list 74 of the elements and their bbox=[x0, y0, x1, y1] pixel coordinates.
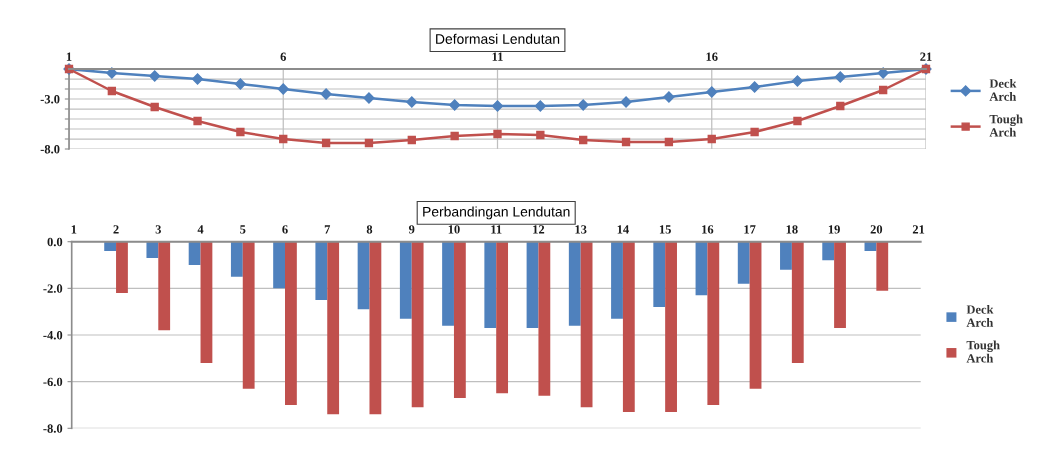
x-tick-label: 4 bbox=[197, 225, 204, 234]
x-tick-label: 11 bbox=[492, 52, 503, 61]
point bbox=[407, 135, 416, 145]
point bbox=[750, 127, 759, 137]
x-tick-label: 16 bbox=[702, 225, 714, 234]
point bbox=[534, 100, 546, 112]
y-tick-label: -8.0 bbox=[43, 424, 63, 433]
legend-label: Tough Arch bbox=[966, 340, 1000, 363]
point bbox=[791, 75, 804, 87]
x-tick-label: 18 bbox=[786, 225, 798, 234]
x-tick-label: 17 bbox=[744, 225, 756, 234]
y-tick-label: -2.0 bbox=[43, 284, 63, 293]
x-tick-label: 15 bbox=[659, 225, 671, 234]
point bbox=[621, 137, 631, 147]
point bbox=[107, 86, 117, 96]
point bbox=[493, 129, 502, 139]
x-tick-label: 10 bbox=[448, 225, 460, 234]
point bbox=[836, 101, 845, 111]
chart-title: Perbandingan Lendutan bbox=[423, 206, 570, 220]
point bbox=[236, 127, 245, 137]
point bbox=[193, 116, 202, 126]
x-tick-label: 3 bbox=[155, 225, 161, 234]
legend-label: Deck Arch bbox=[966, 304, 994, 327]
point bbox=[748, 81, 761, 93]
point bbox=[706, 86, 718, 98]
point bbox=[579, 135, 588, 145]
x-tick-label: 7 bbox=[324, 225, 331, 234]
point bbox=[663, 91, 675, 103]
legend-label: Tough Arch bbox=[989, 114, 1023, 137]
point bbox=[150, 102, 159, 112]
point bbox=[149, 70, 161, 82]
x-tick-label: 5 bbox=[240, 225, 246, 234]
x-tick-label: 12 bbox=[533, 225, 545, 234]
x-tick-label: 16 bbox=[706, 52, 718, 61]
x-tick-label: 9 bbox=[408, 225, 415, 234]
y-tick-label: -6.0 bbox=[43, 377, 63, 387]
point bbox=[277, 83, 289, 95]
y-tick-label: -4.0 bbox=[43, 331, 63, 340]
x-tick-label: 8 bbox=[366, 225, 373, 234]
x-tick-label: 1 bbox=[71, 225, 77, 234]
point bbox=[106, 67, 118, 79]
chart-title: Deformasi Lendutan bbox=[436, 33, 560, 44]
point bbox=[449, 99, 461, 111]
x-tick-label: 6 bbox=[282, 225, 288, 234]
x-tick-label: 19 bbox=[828, 225, 840, 234]
point bbox=[577, 99, 589, 111]
point bbox=[664, 137, 674, 147]
point bbox=[406, 96, 418, 108]
point bbox=[364, 138, 374, 148]
x-tick-label: 2 bbox=[113, 225, 119, 234]
legend-label: Deck Arch bbox=[989, 78, 1017, 101]
point bbox=[279, 134, 288, 144]
x-tick-label: 13 bbox=[575, 225, 587, 234]
point bbox=[878, 85, 888, 95]
x-tick-label: 20 bbox=[870, 225, 883, 234]
x-tick-label: 6 bbox=[280, 52, 287, 61]
y-tick-label: 0.0 bbox=[47, 237, 63, 247]
point bbox=[234, 78, 247, 90]
point bbox=[834, 71, 846, 83]
point bbox=[877, 67, 889, 79]
point bbox=[491, 100, 504, 112]
x-tick-label: 11 bbox=[491, 225, 502, 234]
y-tick-label: -8.0 bbox=[40, 145, 60, 154]
point bbox=[536, 130, 545, 140]
x-tick-label: 21 bbox=[912, 225, 925, 234]
point bbox=[450, 131, 459, 141]
x-tick-label: 1 bbox=[66, 52, 72, 61]
point bbox=[707, 134, 716, 144]
x-tick-label: 21 bbox=[920, 52, 932, 61]
point bbox=[321, 138, 331, 148]
point bbox=[793, 116, 802, 126]
y-tick-label: -3.0 bbox=[40, 95, 60, 104]
point bbox=[191, 73, 204, 85]
x-tick-label: 14 bbox=[617, 225, 629, 234]
